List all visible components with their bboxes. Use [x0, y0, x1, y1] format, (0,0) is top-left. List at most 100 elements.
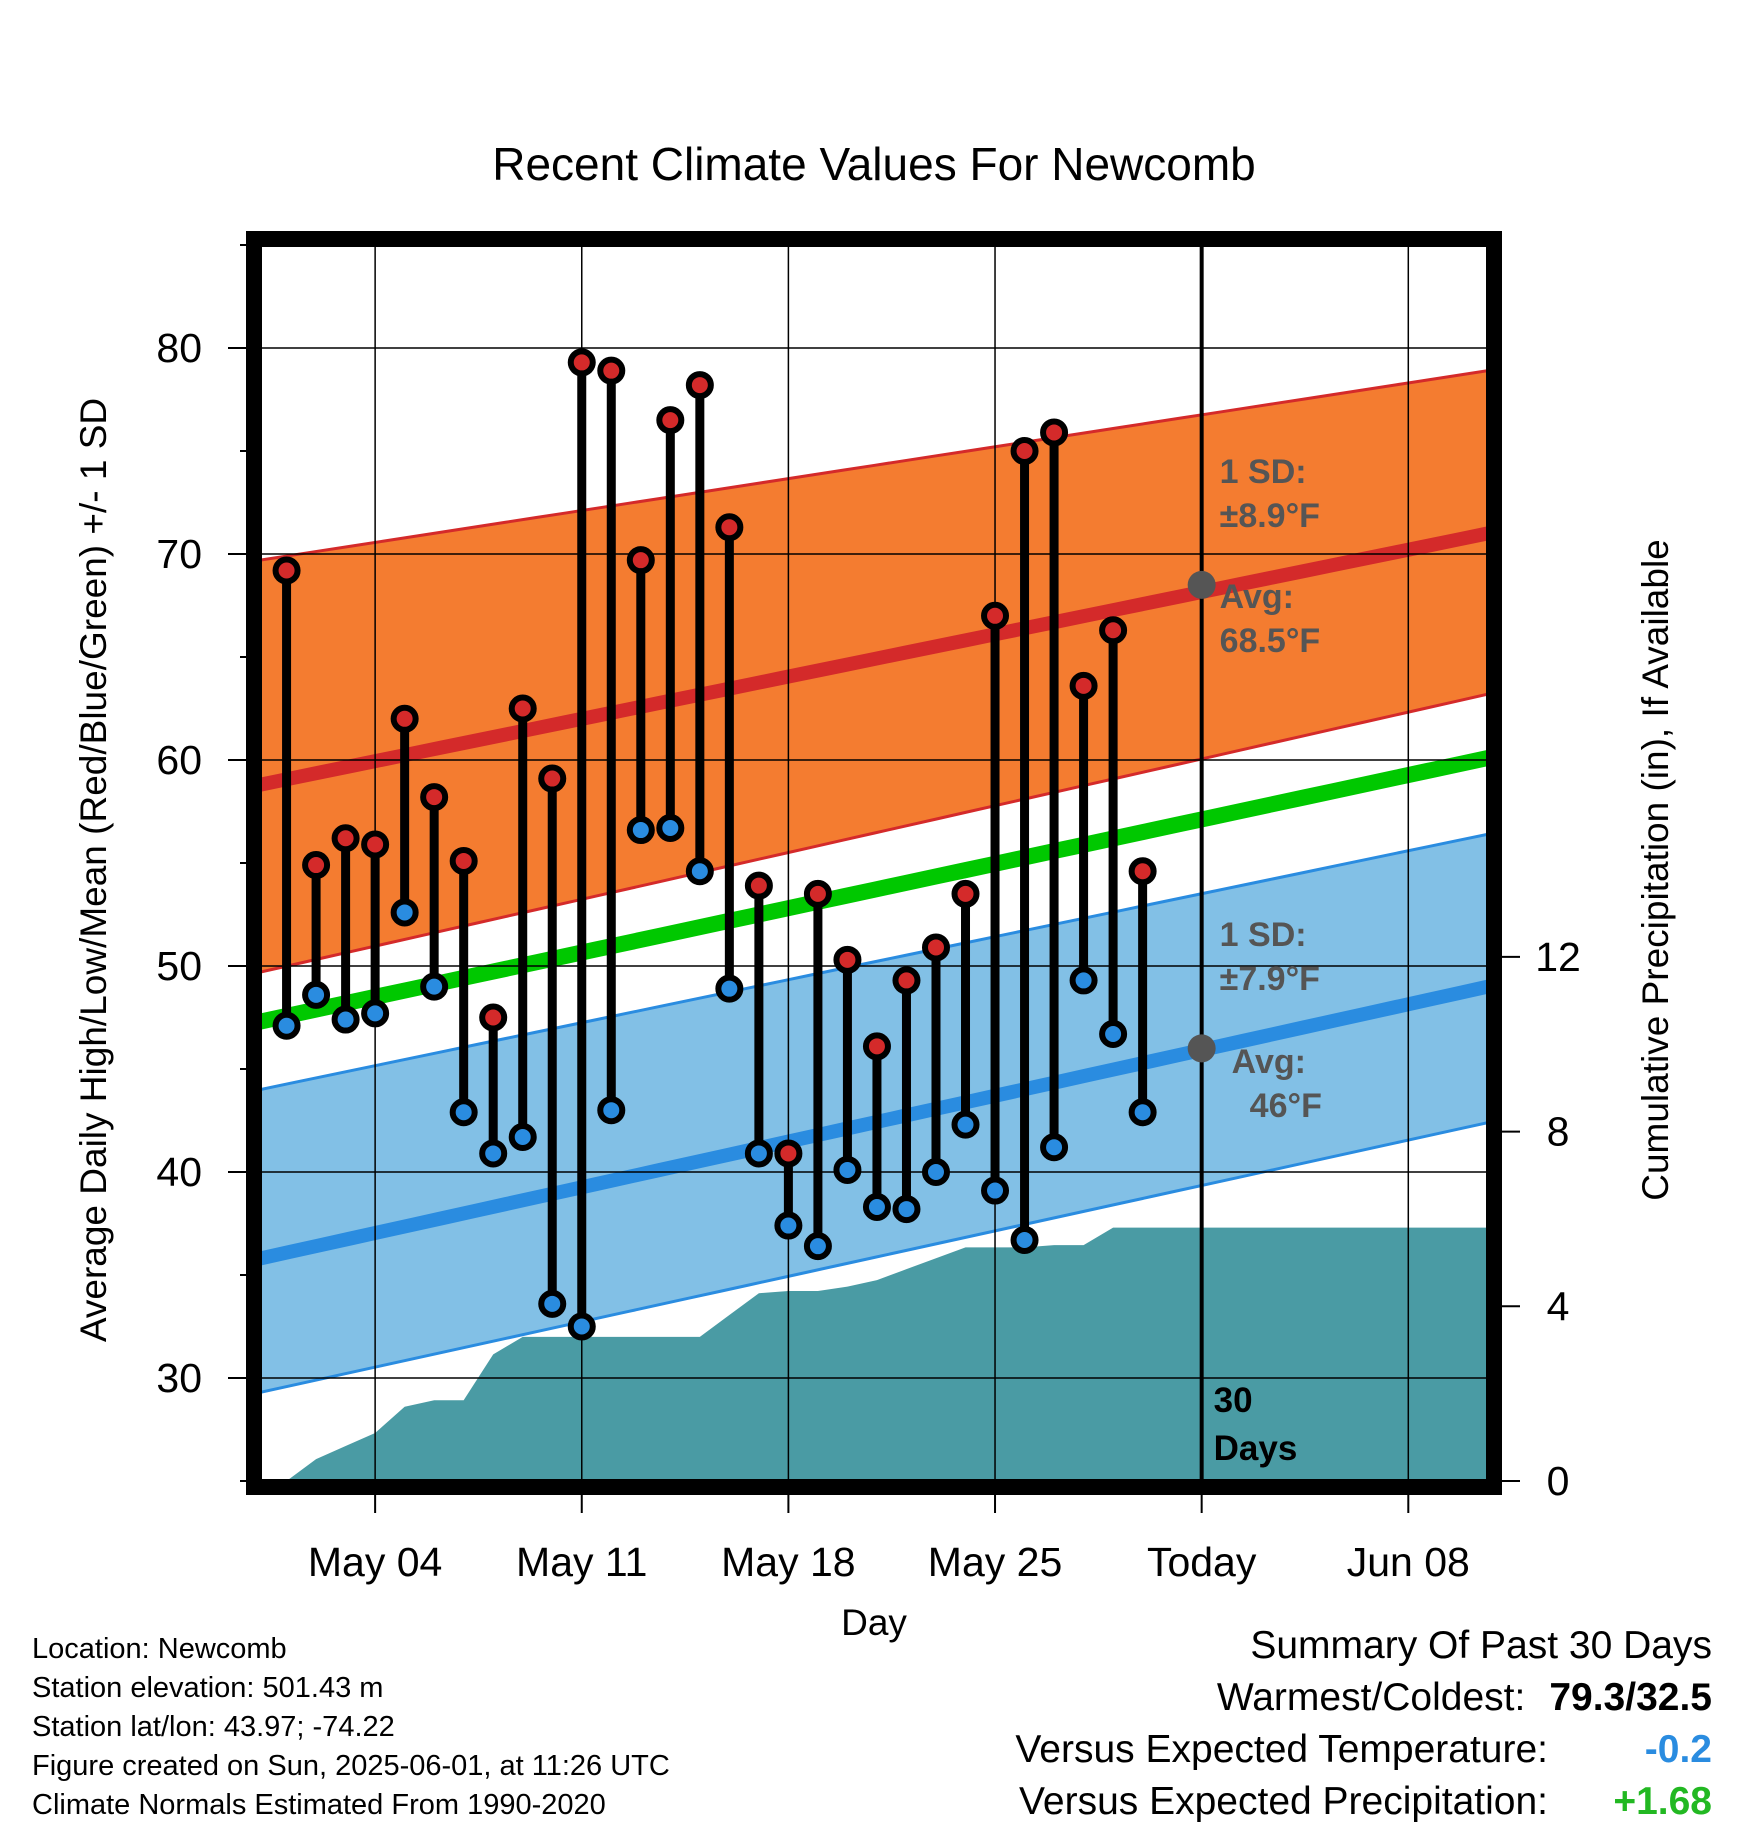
- high-point: [302, 851, 331, 880]
- high-point: [715, 513, 744, 542]
- warm-cold-value: 79.3/32.5: [1549, 1676, 1712, 1719]
- low-point: [981, 1176, 1010, 1205]
- low-point: [833, 1155, 862, 1184]
- low-point: [1069, 966, 1098, 995]
- y-tick-label-left: 70: [156, 531, 202, 577]
- x-tick-label: May 11: [516, 1539, 647, 1585]
- x-tick-label: Today: [1147, 1539, 1257, 1585]
- elevation-text: Station elevation: 501.43 m: [32, 1672, 384, 1704]
- low-point: [685, 857, 714, 886]
- high-point: [685, 371, 714, 400]
- high-point: [892, 966, 921, 995]
- high-point: [951, 879, 980, 908]
- low-point: [862, 1193, 891, 1222]
- summary-panel: Summary Of Past 30 Days Warmest/Coldest:…: [1015, 1620, 1712, 1828]
- annotation-low-avg-line2: 46°F: [1250, 1087, 1322, 1125]
- annotation-high-avg-line1: Avg:: [1220, 578, 1294, 616]
- low-point: [715, 974, 744, 1003]
- annotation-low-avg-line1: Avg:: [1232, 1043, 1306, 1081]
- y-tick-label-left: 60: [156, 737, 202, 783]
- location-text: Location: Newcomb: [32, 1633, 287, 1665]
- low-point: [803, 1232, 832, 1261]
- low-point: [479, 1139, 508, 1168]
- high-point: [833, 945, 862, 974]
- low-point: [921, 1158, 950, 1186]
- high-mean-line: [260, 526, 1488, 792]
- high-point: [597, 356, 626, 385]
- annotation-low-sd-line2: ±7.9°F: [1220, 960, 1320, 998]
- annotation-days-line2: Days: [1214, 1429, 1298, 1468]
- summary-temp: Versus Expected Temperature: -0.2: [1015, 1724, 1712, 1776]
- high-point: [567, 348, 596, 377]
- normals-text: Climate Normals Estimated From 1990-2020: [32, 1789, 606, 1821]
- high-sd-band: [260, 370, 1488, 973]
- y-axis-label-left: Average Daily High/Low/Mean (Red/Blue/Gr…: [73, 398, 114, 1342]
- low-point: [331, 1005, 360, 1034]
- annotation-low-sd-line1: 1 SD:: [1220, 916, 1307, 954]
- high-point: [1010, 437, 1039, 465]
- y-tick-label-right: 8: [1547, 1109, 1570, 1155]
- temp-label: Versus Expected Temperature:: [1015, 1728, 1548, 1771]
- y-axis-label-right: Cumulative Precipitation (in), If Availa…: [1635, 539, 1676, 1201]
- y-tick-label-left: 80: [156, 325, 202, 371]
- low-lower-line: [260, 1121, 1488, 1394]
- precip-label: Versus Expected Precipitation:: [1019, 1780, 1548, 1823]
- high-point: [774, 1139, 803, 1168]
- low-point: [597, 1096, 626, 1125]
- low-point: [1040, 1133, 1069, 1162]
- chart-title: Recent Climate Values For Newcomb: [492, 138, 1256, 190]
- plot-area: 1 SD: ±8.9°F Avg: 68.5°F 1 SD: ±7.9°F Avg: 46°F…: [156, 231, 1581, 1585]
- high-point: [538, 764, 567, 793]
- y-tick-label-right: 0: [1547, 1458, 1570, 1504]
- low-point: [538, 1289, 567, 1318]
- y-tick-label-left: 30: [156, 1355, 202, 1401]
- y-tick-label-right: 12: [1535, 934, 1581, 980]
- y-tick-label-left: 50: [156, 943, 202, 989]
- annotation-days-line1: 30: [1214, 1381, 1253, 1420]
- high-point: [803, 879, 832, 908]
- precip-value: +1.68: [1613, 1780, 1712, 1823]
- low-point: [892, 1195, 921, 1224]
- x-tick-label: May 04: [308, 1539, 442, 1585]
- low-point: [626, 816, 655, 845]
- plot-content: 1 SD: ±8.9°F Avg: 68.5°F 1 SD: ±7.9°F Avg: 46°F…: [260, 245, 1488, 1481]
- warm-cold-label: Warmest/Coldest:: [1216, 1676, 1526, 1719]
- high-point: [656, 406, 685, 435]
- low-point: [774, 1211, 803, 1240]
- high-point: [921, 933, 950, 962]
- x-tick-label: Jun 08: [1347, 1539, 1470, 1585]
- high-upper-line: [260, 369, 1488, 562]
- low-point: [302, 980, 331, 1009]
- high-point: [981, 601, 1010, 630]
- low-point: [744, 1139, 773, 1168]
- high-point: [420, 783, 449, 812]
- today-high-avg-marker: [1187, 570, 1216, 599]
- today-low-avg-marker: [1187, 1034, 1216, 1063]
- annotation-high-sd-line2: ±8.9°F: [1220, 497, 1320, 535]
- high-point: [626, 546, 655, 575]
- low-point: [390, 898, 419, 927]
- high-point: [1128, 857, 1157, 886]
- low-point: [1010, 1225, 1039, 1254]
- high-point: [331, 824, 360, 853]
- high-point: [1099, 616, 1128, 645]
- y-tick-label-right: 4: [1547, 1283, 1570, 1329]
- low-point: [656, 813, 685, 842]
- high-point: [479, 1003, 508, 1032]
- x-tick-label: May 25: [928, 1539, 1062, 1585]
- low-point: [272, 1011, 301, 1040]
- high-point: [1069, 671, 1098, 700]
- high-point: [862, 1032, 891, 1061]
- low-point: [449, 1098, 478, 1127]
- high-point: [361, 830, 390, 859]
- low-point: [508, 1122, 537, 1151]
- annotation-high-sd-line1: 1 SD:: [1220, 453, 1307, 491]
- summary-warm-cold: Warmest/Coldest: 79.3/32.5: [1015, 1672, 1712, 1724]
- high-point: [272, 556, 301, 585]
- annotation-high-avg-line2: 68.5°F: [1220, 622, 1321, 660]
- created-text: Figure created on Sun, 2025-06-01, at 11…: [32, 1750, 670, 1782]
- summary-title: Summary Of Past 30 Days: [1250, 1624, 1712, 1667]
- low-point: [951, 1110, 980, 1139]
- x-tick-label: May 18: [721, 1539, 855, 1585]
